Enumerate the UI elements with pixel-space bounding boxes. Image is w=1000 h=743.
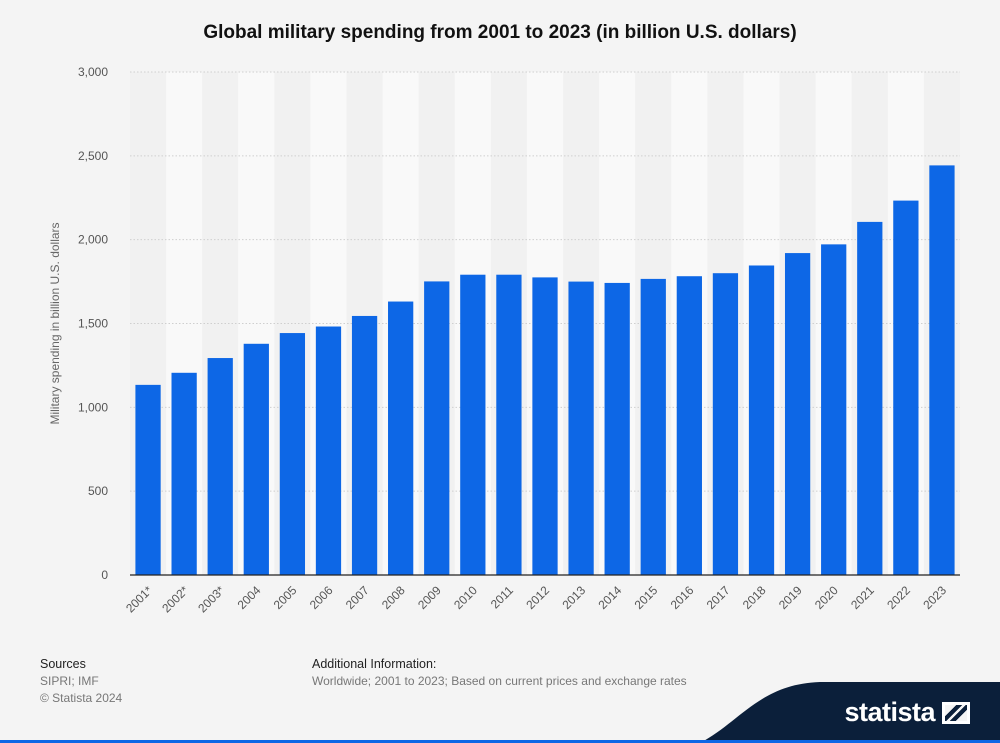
bar-2004[interactable] — [243, 343, 269, 575]
copyright-text: © Statista 2024 — [40, 691, 123, 705]
x-tick-label: 2014 — [596, 583, 625, 612]
y-tick-label: 1,500 — [78, 317, 108, 331]
x-tick-label: 2015 — [632, 583, 661, 612]
bar-2006[interactable] — [315, 326, 342, 575]
bar-2001[interactable] — [135, 384, 161, 575]
x-tick-label: 2003* — [195, 583, 227, 615]
x-tick-label: 2005 — [271, 583, 300, 612]
x-tick-label: 2019 — [776, 583, 805, 612]
bar-2013[interactable] — [568, 281, 594, 575]
x-tick-label: 2018 — [740, 583, 769, 612]
x-tick-label: 2011 — [488, 583, 516, 611]
statista-logo-icon — [942, 701, 970, 724]
x-tick-label: 2021 — [848, 583, 877, 612]
statista-wordmark: statista — [844, 697, 935, 727]
y-tick-label: 3,000 — [78, 65, 108, 79]
x-tick-label: 2002* — [159, 583, 191, 615]
x-tick-label: 2007 — [343, 583, 372, 612]
bar-2017[interactable] — [712, 273, 739, 575]
bar-2008[interactable] — [388, 301, 414, 575]
footer-wave — [0, 682, 1000, 743]
x-tick-label: 2006 — [307, 583, 336, 612]
x-tick-label: 2022 — [884, 583, 913, 612]
bar-2019[interactable] — [784, 253, 811, 575]
bar-2023[interactable] — [929, 165, 955, 576]
bar-2002[interactable] — [171, 372, 197, 575]
x-tick-label: 2001* — [123, 583, 155, 615]
additional-info-text: Worldwide; 2001 to 2023; Based on curren… — [312, 674, 687, 688]
statista-logo[interactable]: statista — [844, 697, 970, 728]
bar-2009[interactable] — [424, 281, 450, 575]
additional-info-block: Additional Information: Worldwide; 2001 … — [312, 656, 687, 690]
chart-title: Global military spending from 2001 to 20… — [203, 22, 797, 43]
additional-info-heading: Additional Information: — [312, 657, 437, 671]
x-axis-ticks: 2001* 2002* 2003* 2004 2005 2006 2007 2008 2009 2… — [123, 583, 949, 615]
sources-heading: Sources — [40, 657, 86, 671]
sources-block: Sources SIPRI; IMF © Statista 2024 — [40, 656, 122, 707]
y-axis-ticks: 0 500 1,000 1,500 2,000 2,500 3,000 — [78, 65, 108, 582]
y-tick-label: 0 — [101, 568, 108, 582]
bar-2003[interactable] — [207, 358, 233, 575]
y-tick-label: 2,000 — [78, 233, 108, 247]
bar-chart: 0 500 1,000 1,500 2,000 2,500 3,000 2001* 2002*… — [48, 65, 960, 615]
bar-2014[interactable] — [604, 282, 630, 575]
y-tick-label: 2,500 — [78, 149, 108, 163]
x-tick-label: 2020 — [812, 583, 841, 612]
bar-2021[interactable] — [857, 221, 883, 576]
bar-2005[interactable] — [279, 333, 306, 575]
y-axis-label: Military spending in billion U.S. dollar… — [48, 222, 62, 424]
x-tick-label: 2016 — [668, 583, 697, 612]
x-tick-label: 2009 — [415, 583, 444, 612]
x-tick-label: 2023 — [920, 583, 949, 612]
sources-text[interactable]: SIPRI; IMF — [40, 674, 99, 688]
bar-2015[interactable] — [640, 278, 666, 575]
bar-2016[interactable] — [676, 276, 702, 575]
bar-2010[interactable] — [460, 274, 486, 575]
x-tick-label: 2013 — [559, 583, 588, 612]
bar-2007[interactable] — [351, 315, 378, 575]
y-tick-label: 500 — [88, 484, 108, 498]
bar-2012[interactable] — [532, 277, 558, 575]
bar-2018[interactable] — [748, 265, 775, 575]
bars — [135, 165, 955, 576]
x-tick-label: 2004 — [235, 583, 264, 612]
bar-2011[interactable] — [496, 274, 522, 575]
x-tick-label: 2017 — [704, 583, 733, 612]
x-tick-label: 2008 — [379, 583, 408, 612]
x-tick-label: 2010 — [451, 583, 480, 612]
bar-2020[interactable] — [821, 244, 847, 575]
y-tick-label: 1,000 — [78, 400, 108, 414]
x-tick-label: 2012 — [523, 583, 552, 612]
bar-2022[interactable] — [893, 200, 919, 575]
